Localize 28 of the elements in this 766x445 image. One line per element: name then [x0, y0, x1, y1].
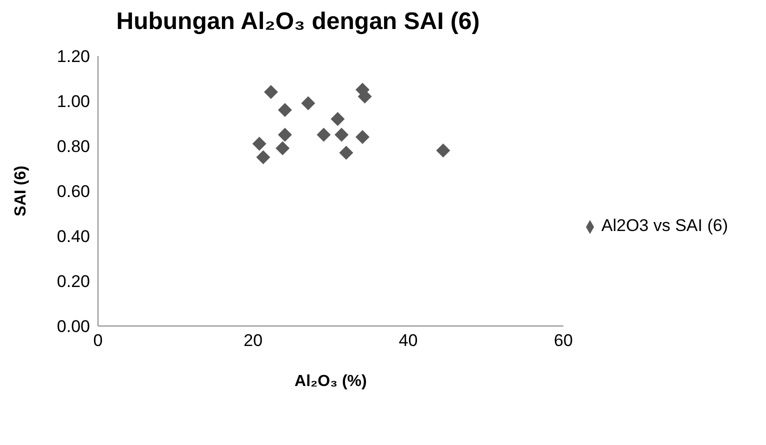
point — [301, 96, 316, 110]
y-tick-label: 0.20 — [56, 272, 90, 292]
point — [264, 85, 278, 99]
x-tick-label: 20 — [244, 331, 263, 350]
y-tick-label: 1.00 — [56, 92, 90, 112]
chart-title: Hubungan Al₂O₃ dengan SAI (6) — [115, 8, 481, 36]
point — [334, 128, 349, 142]
y-tick-label: 1.20 — [56, 47, 90, 66]
point — [278, 103, 292, 117]
y-tick-label: 0.80 — [56, 137, 90, 156]
x-tick-label: 40 — [398, 331, 418, 350]
point — [436, 144, 450, 158]
point — [278, 128, 292, 142]
point — [276, 141, 290, 156]
y-tick-label: 0.60 — [56, 182, 90, 202]
point — [339, 146, 354, 160]
legend-label: Al2O3 vs SAI (6) — [601, 216, 728, 235]
x-axis-title: Al₂O₃ (%) — [294, 373, 367, 390]
point — [252, 136, 266, 151]
y-tick-label: 0.00 — [56, 317, 90, 336]
point — [330, 112, 345, 126]
y-axis-title: SAI (6) — [12, 166, 30, 216]
x-tick-label: 60 — [554, 331, 573, 350]
point — [316, 128, 331, 142]
point — [256, 150, 270, 164]
point — [355, 130, 370, 144]
x-tick-label: 0 — [93, 331, 103, 350]
y-tick-label: 0.40 — [56, 227, 90, 246]
